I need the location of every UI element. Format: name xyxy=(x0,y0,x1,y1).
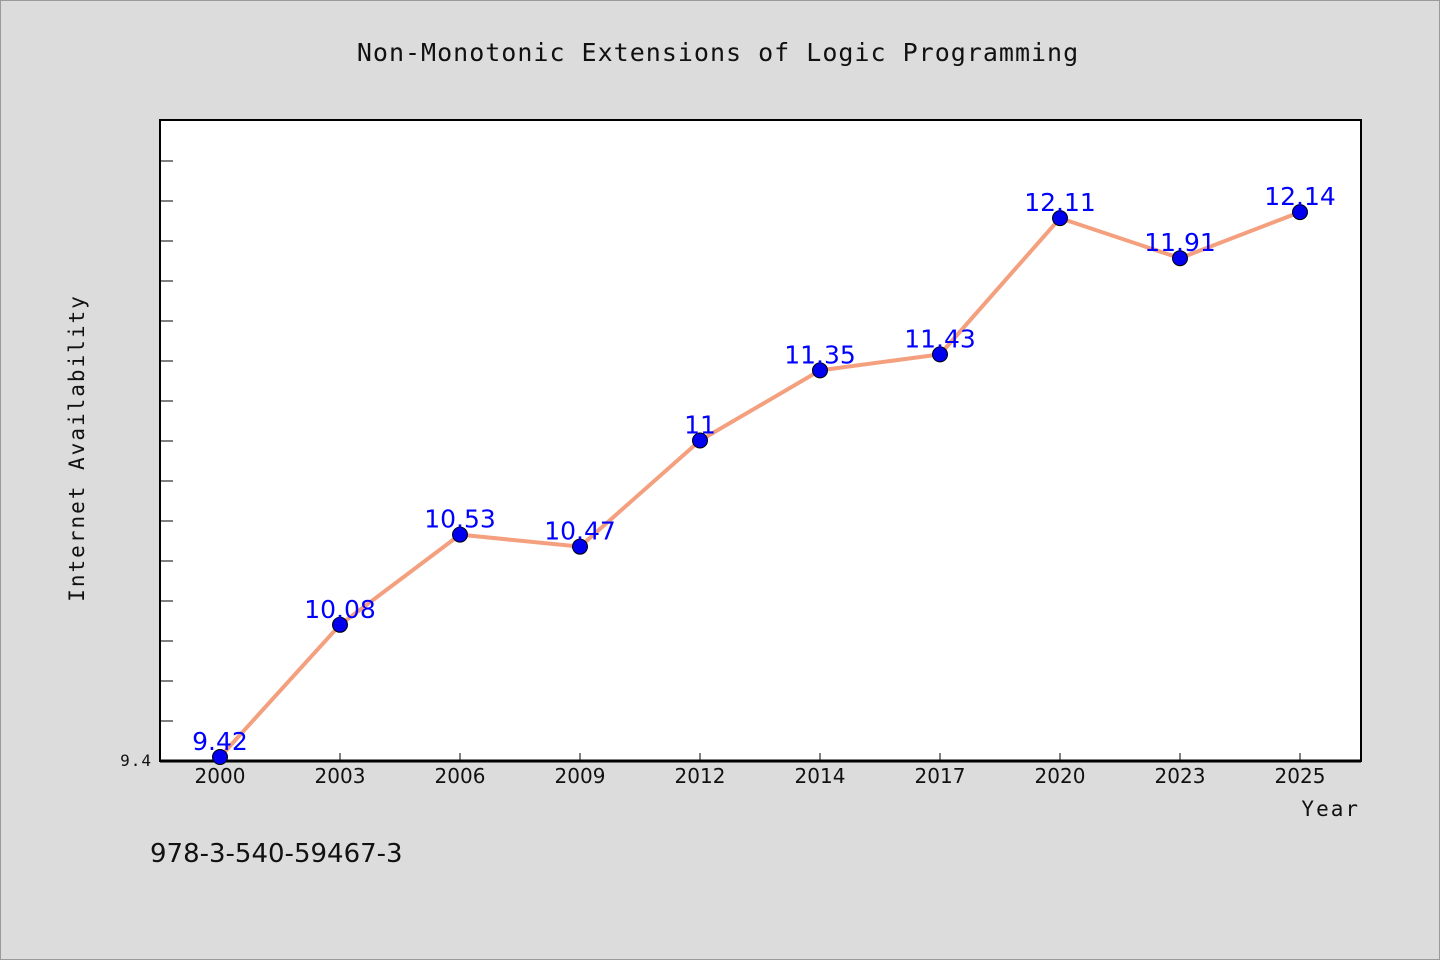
data-label: 11.35 xyxy=(784,340,856,369)
data-label: 11 xyxy=(684,411,716,440)
x-tick-label: 2014 xyxy=(795,764,846,788)
x-axis-title: Year xyxy=(1301,797,1360,821)
data-label: 10.47 xyxy=(544,517,616,546)
data-point xyxy=(452,526,468,543)
data-label: 11.43 xyxy=(904,324,976,353)
y-axis-title: Internet Availability xyxy=(65,294,89,602)
x-tick-label: 2023 xyxy=(1155,764,1206,788)
data-label: 12.14 xyxy=(1264,182,1336,211)
data-labels: 9.42 10.08 10.53 10.47 11 11.35 11.43 12.11 11.9… xyxy=(192,182,1336,756)
x-tick-label: 2020 xyxy=(1035,764,1086,788)
isbn-label: 978-3-540-59467-3 xyxy=(150,839,403,869)
x-tick-label: 2025 xyxy=(1275,764,1326,788)
data-label: 10.08 xyxy=(304,595,376,624)
chart-title: Non-Monotonic Extensions of Logic Progra… xyxy=(357,38,1079,67)
series-line xyxy=(218,210,1301,759)
data-point xyxy=(1052,210,1068,227)
x-tick-label: 2009 xyxy=(555,764,606,788)
y-tick-label: 9.4 xyxy=(120,751,152,770)
data-point xyxy=(332,616,348,633)
x-tick-labels: 2000 2003 2006 2009 2012 2014 2017 2020 2023 2025 xyxy=(195,764,1326,788)
x-tick-label: 2006 xyxy=(435,764,486,788)
plot-area xyxy=(160,120,1361,761)
data-point xyxy=(1292,204,1308,221)
x-tick-label: 2003 xyxy=(315,764,366,788)
data-points xyxy=(212,204,1308,765)
data-point xyxy=(692,432,708,449)
data-label: 9.42 xyxy=(192,727,248,756)
data-point xyxy=(1172,250,1188,267)
x-tick-label: 2017 xyxy=(915,764,966,788)
data-label: 12.11 xyxy=(1024,188,1096,217)
x-tick-label: 2012 xyxy=(675,764,726,788)
y-axis-minor-ticks xyxy=(160,160,173,722)
data-point xyxy=(812,362,828,379)
data-point xyxy=(212,748,228,765)
data-point xyxy=(572,538,588,555)
data-point xyxy=(932,346,948,363)
x-tick-label: 2000 xyxy=(195,764,246,788)
series-group: 9.42 10.08 10.53 10.47 11 11.35 11.43 12.11 11.9… xyxy=(192,182,1336,765)
data-label: 10.53 xyxy=(424,505,496,534)
data-label: 11.91 xyxy=(1144,228,1216,257)
